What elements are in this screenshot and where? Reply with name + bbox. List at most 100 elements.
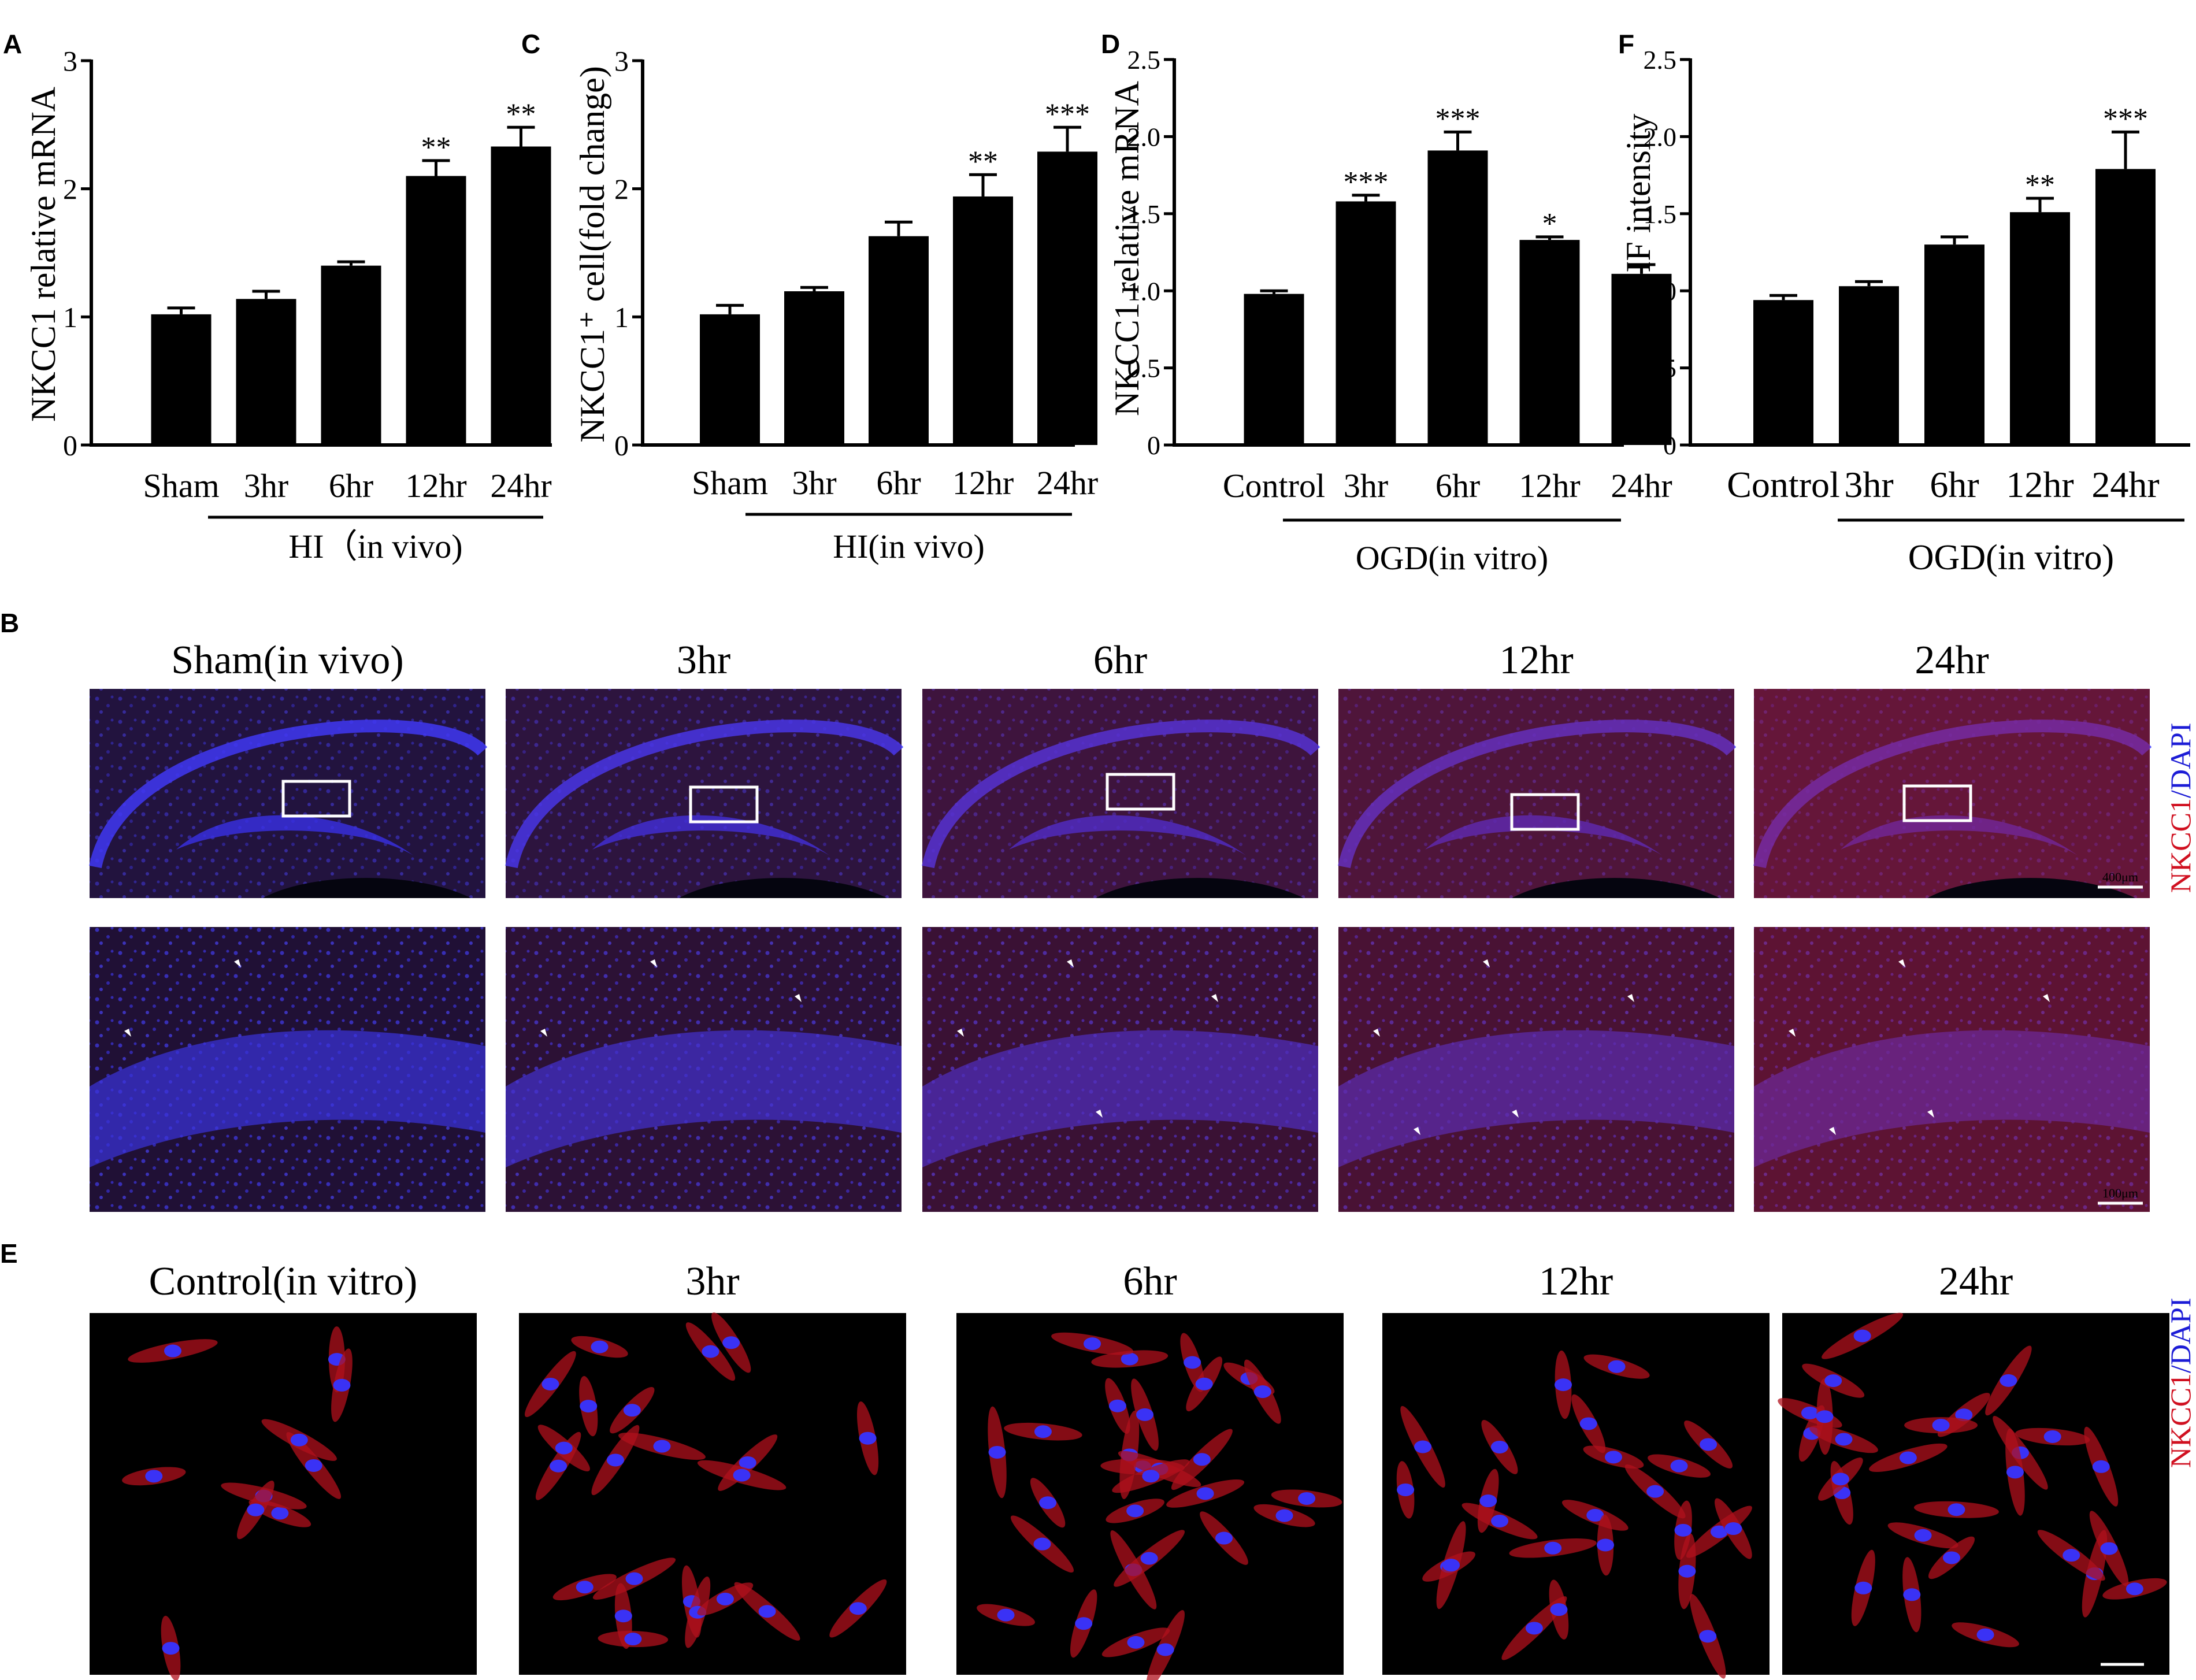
panel-b-high-mag-row: 100μm xyxy=(90,927,2150,1212)
arrow-marker xyxy=(234,959,241,967)
cell-nucleus xyxy=(2125,1582,2143,1596)
significance-label: *** xyxy=(1045,98,1090,131)
arrow-marker xyxy=(1512,1110,1519,1118)
cell-nucleus xyxy=(614,1609,632,1623)
cell-nucleus xyxy=(653,1440,671,1453)
cell-nucleus xyxy=(758,1605,776,1618)
arrow-marker xyxy=(1483,959,1490,967)
hippocampus-high-mag-image xyxy=(1338,927,1734,1212)
x-tick-label: Control xyxy=(1223,467,1325,505)
cell-nucleus xyxy=(1525,1622,1543,1635)
cell-nucleus xyxy=(305,1459,322,1472)
cell-nucleus xyxy=(625,1572,643,1585)
x-tick-label: 24hr xyxy=(1037,464,1098,502)
cell-nucleus xyxy=(1914,1529,1932,1542)
bar xyxy=(784,291,844,445)
cell-nucleus xyxy=(1275,1509,1293,1522)
bar xyxy=(1244,294,1304,445)
cell-nucleus xyxy=(1678,1564,1696,1578)
y-tick-label: 2 xyxy=(614,173,629,205)
panel-b-title: 6hr xyxy=(1093,638,1147,683)
cell-nucleus xyxy=(1121,1352,1138,1366)
arrow-marker xyxy=(957,1029,964,1037)
cell-nucleus xyxy=(1586,1508,1604,1522)
cell-culture-image xyxy=(1778,1312,2169,1675)
hippocampus-low-mag-image xyxy=(505,689,904,898)
cell-nucleus xyxy=(1932,1419,1950,1432)
cell-nucleus xyxy=(145,1470,163,1483)
ca-pyramidal-layer xyxy=(1338,720,1737,869)
panel-letter-f: F xyxy=(1618,29,1634,59)
panel-e-titles: Control(in vitro) 3hr 6hr 12hr 24hr xyxy=(149,1259,2013,1304)
dentate-gyrus-band xyxy=(1425,815,1662,855)
cell-nucleus xyxy=(1127,1636,1145,1649)
cell-nucleus xyxy=(555,1441,573,1455)
cell-nucleus xyxy=(1184,1356,1201,1369)
panel-b-title: 24hr xyxy=(1915,638,1989,683)
y-tick-label: 2.0 xyxy=(1127,123,1161,152)
cell-nucleus xyxy=(988,1445,1006,1459)
arrow-marker xyxy=(1627,994,1634,1002)
ventricle-dark-region xyxy=(1512,878,1720,898)
y-tick-label: 0 xyxy=(1663,431,1676,460)
image-background xyxy=(519,1313,906,1675)
x-tick-label: 12hr xyxy=(405,467,466,505)
significance-label: * xyxy=(1542,207,1557,240)
hippocampus-high-mag-image xyxy=(90,927,485,1212)
cell-nucleus xyxy=(247,1503,265,1516)
y-tick-label: 2 xyxy=(63,173,77,205)
pyramidal-cell-band xyxy=(506,1030,902,1167)
cell-nucleus xyxy=(1142,1470,1160,1483)
panel-letter-e: E xyxy=(0,1238,18,1269)
panel-b-title: 3hr xyxy=(677,638,730,683)
cell-nucleus xyxy=(550,1459,567,1473)
x-tick-label: 6hr xyxy=(876,464,921,502)
nkcc1-signal-overlay xyxy=(90,689,485,898)
panel-letter-b: B xyxy=(0,608,19,638)
bar xyxy=(321,265,381,445)
arrow-marker xyxy=(1789,1029,1796,1037)
cell-nucleus xyxy=(623,1404,641,1417)
cell-culture-image xyxy=(1382,1313,1770,1679)
cell-nucleus xyxy=(1854,1581,1872,1594)
cell-nucleus xyxy=(1126,1504,1144,1518)
x-tick-label: 6hr xyxy=(329,467,373,505)
panel-letter-c: C xyxy=(521,29,540,59)
bar xyxy=(236,299,296,445)
cell-nucleus xyxy=(1555,1378,1572,1392)
x-tick-label: Sham xyxy=(143,467,219,505)
cell-nucleus xyxy=(716,1592,734,1605)
significance-label: *** xyxy=(1435,102,1481,135)
cell-nucleus xyxy=(1490,1440,1508,1453)
bar xyxy=(491,146,551,445)
group-label: OGD(in vitro) xyxy=(1908,538,2114,577)
y-tick-label: 0 xyxy=(63,429,77,462)
cell-nucleus xyxy=(1156,1643,1174,1656)
bar xyxy=(1924,244,1984,445)
arrow-marker xyxy=(1096,1110,1103,1118)
bar xyxy=(869,236,929,445)
y-axis-label: NKCC1⁺ cell(fold change) xyxy=(573,66,611,442)
cell-nucleus xyxy=(1831,1473,1849,1486)
cell-nucleus xyxy=(2006,1466,2024,1479)
cell-nucleus xyxy=(2043,1430,2061,1443)
y-tick-label: 2.5 xyxy=(1127,45,1161,75)
ventricle-dark-region xyxy=(1927,878,2135,898)
bar xyxy=(2010,212,2070,445)
ca-pyramidal-layer xyxy=(505,720,904,869)
arrow-marker xyxy=(1898,959,1905,967)
cell-nucleus xyxy=(1075,1617,1093,1630)
panel-e-title: 12hr xyxy=(1539,1259,1613,1304)
dentate-gyrus-band xyxy=(176,815,413,855)
cell-nucleus xyxy=(1646,1485,1664,1498)
nkcc1-signal-overlay xyxy=(506,689,902,898)
nkcc1-signal-overlay xyxy=(1754,927,2150,1212)
y-tick-label: 3 xyxy=(614,45,629,77)
cell-nucleus xyxy=(1193,1453,1211,1466)
cell-nucleus xyxy=(1579,1417,1597,1430)
x-tick-label: 24hr xyxy=(1611,467,1672,505)
ca-pyramidal-layer xyxy=(922,720,1320,869)
y-tick-label: 0 xyxy=(1147,431,1160,460)
stain-label-red: NKCC1 xyxy=(2164,798,2196,893)
